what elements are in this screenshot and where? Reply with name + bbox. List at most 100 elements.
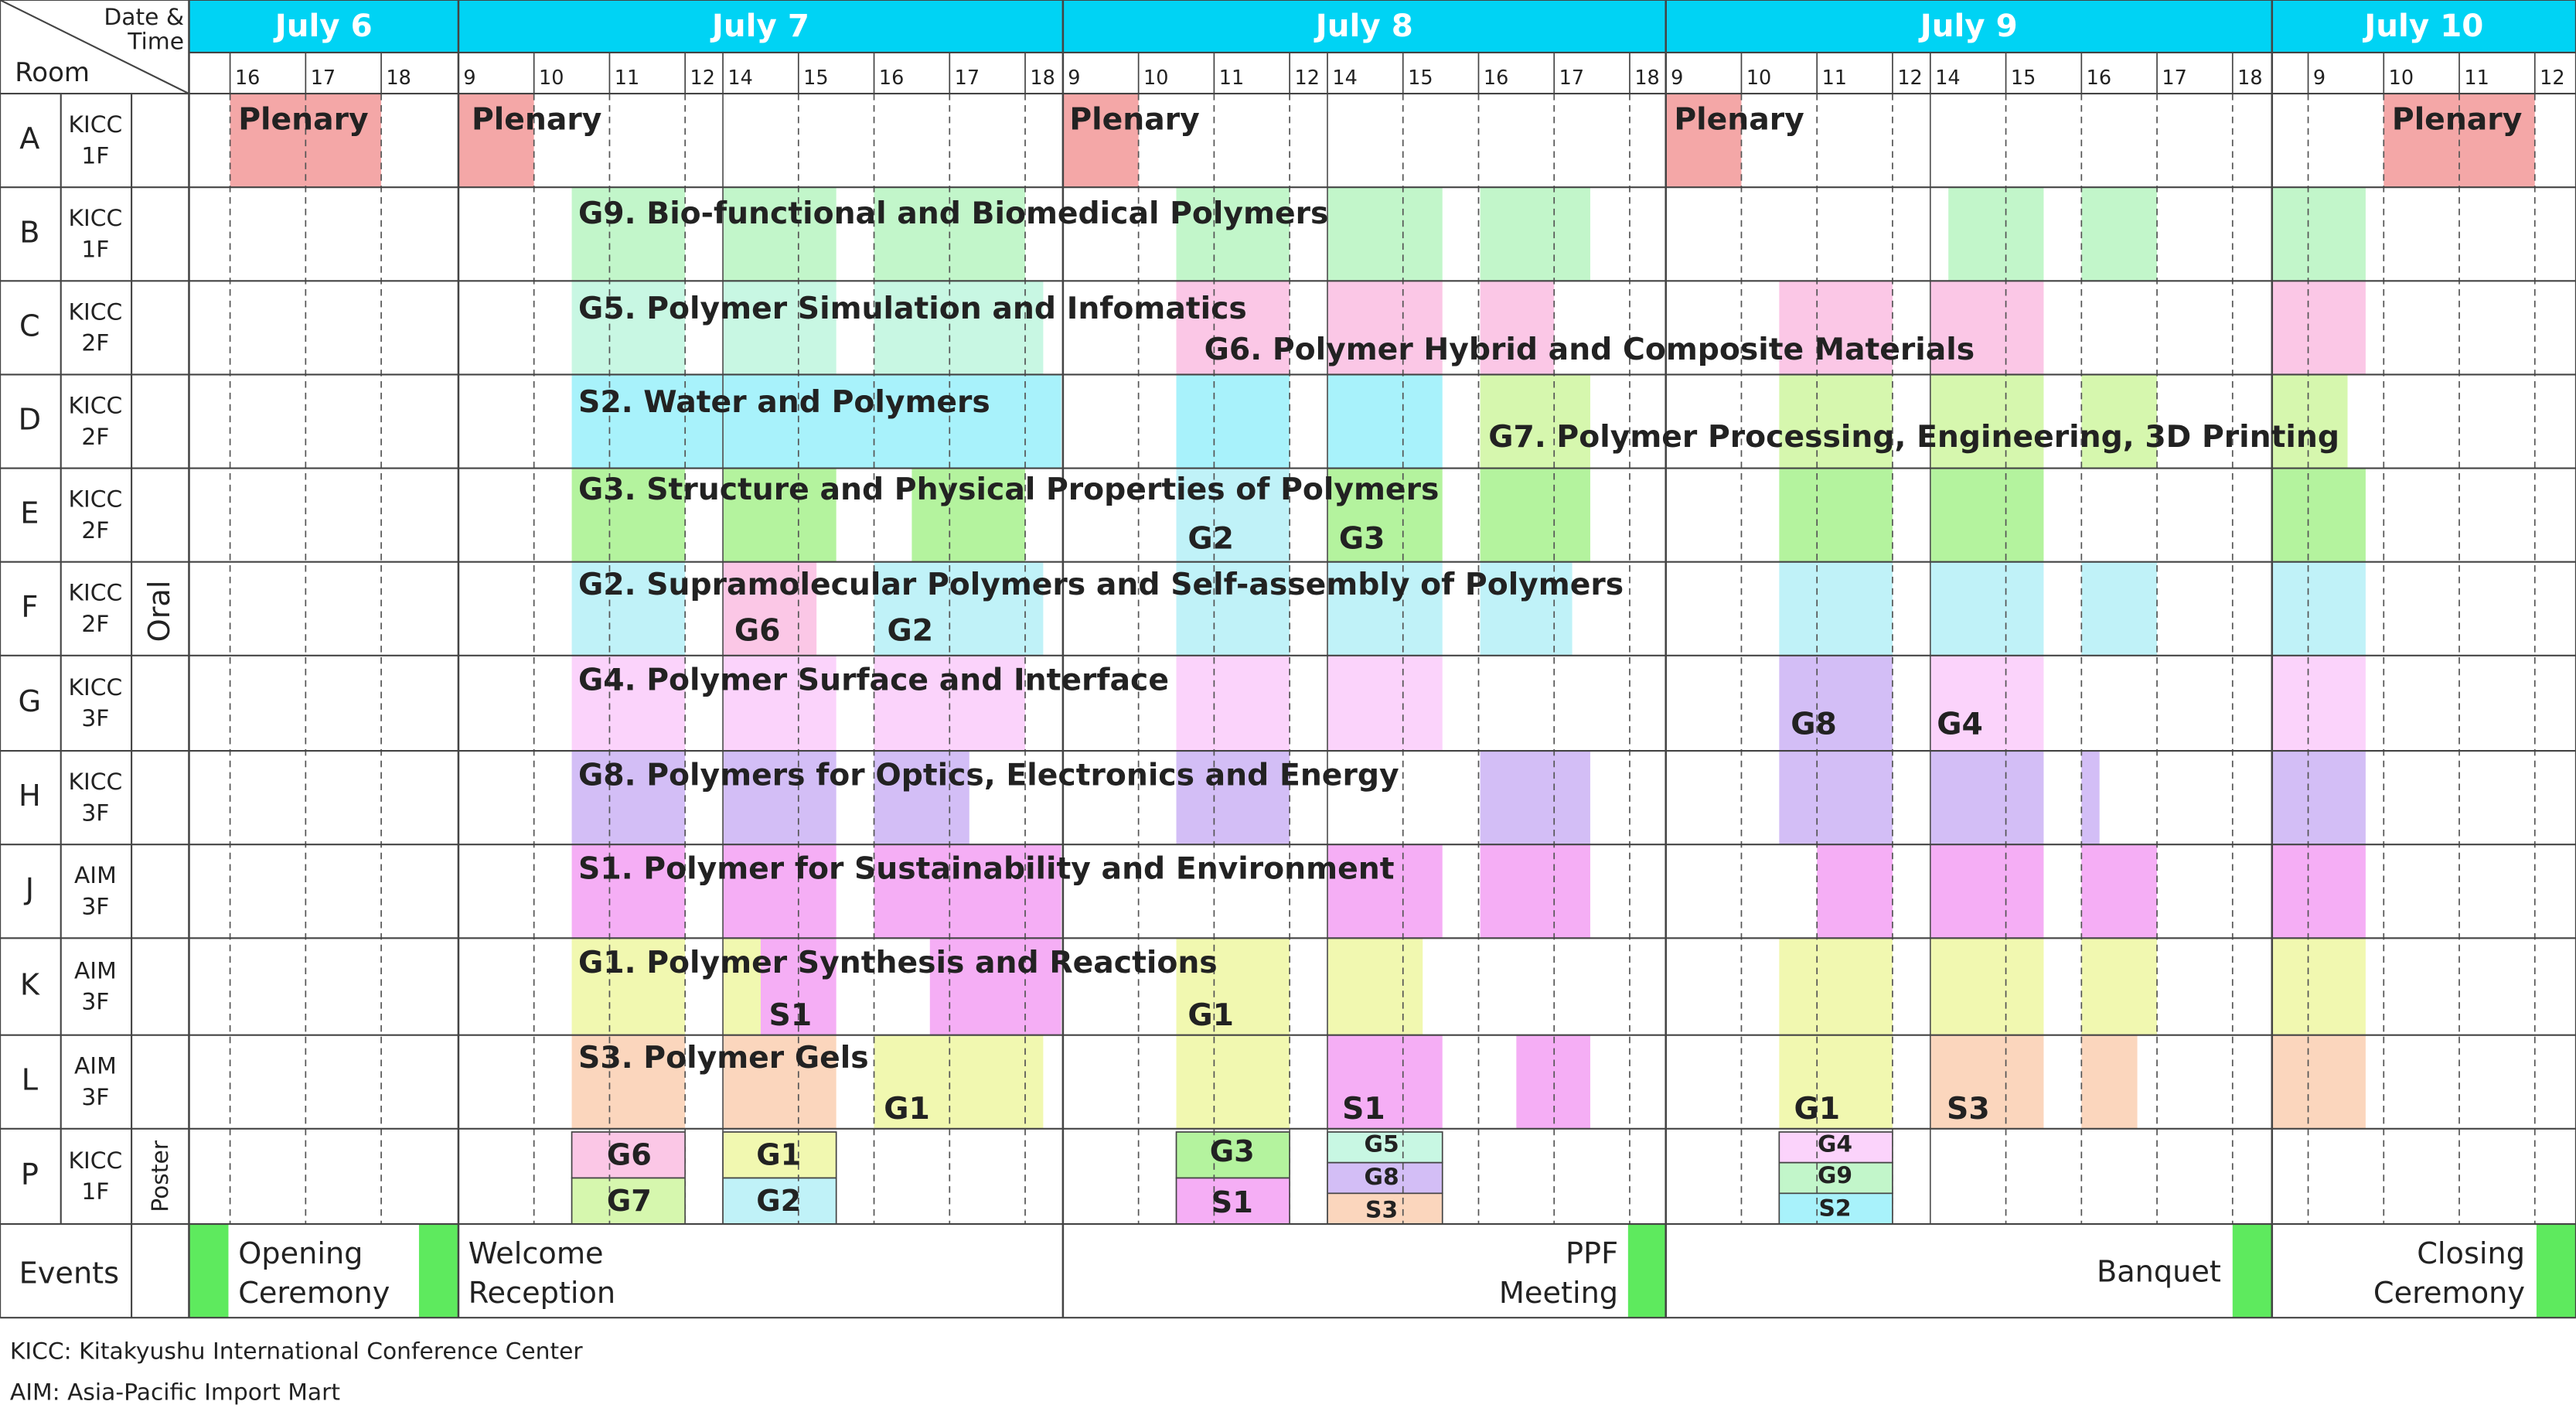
- room-venue: 2F: [81, 611, 109, 638]
- oral-label: Oral: [143, 581, 177, 643]
- hour-label: 11: [2464, 66, 2489, 90]
- room-venue: 1F: [81, 142, 109, 169]
- event-name: Ceremony: [2373, 1277, 2525, 1311]
- session-block: [1930, 374, 2044, 469]
- poster-block: [571, 1131, 687, 1179]
- day-label: July 8: [1314, 8, 1413, 44]
- session-label: G9: [1818, 1162, 1852, 1189]
- session-block: [2271, 374, 2348, 469]
- session-block: [1480, 374, 1590, 469]
- hour-label: 16: [2087, 66, 2111, 90]
- room-venue: 3F: [81, 893, 109, 920]
- room-venue: AIM: [74, 957, 117, 984]
- event-marker: [418, 1224, 458, 1318]
- session-block: [1327, 844, 1443, 939]
- session-block: [1779, 655, 1893, 752]
- hour-label: 12: [690, 66, 715, 90]
- event-name: Banquet: [2097, 1255, 2221, 1289]
- session-label: Plenary: [238, 103, 368, 138]
- event-marker: [1627, 1224, 1666, 1318]
- room-venue: KICC: [68, 205, 122, 232]
- hour-label: 16: [235, 66, 260, 90]
- hour-label: 10: [1143, 66, 1168, 90]
- day-label: July 9: [1918, 8, 2018, 44]
- session-label: G6. Polymer Hybrid and Composite Materia…: [1205, 332, 1975, 367]
- room-venue: 3F: [81, 989, 109, 1016]
- session-label: S1. Polymer for Sustainability and Envir…: [578, 852, 1394, 887]
- session-label: G7. Polymer Processing, Engineering, 3D …: [1488, 420, 2339, 455]
- session-block: [1779, 1035, 1893, 1129]
- session-block: [571, 1035, 686, 1129]
- room-id: C: [19, 309, 40, 343]
- session-label: G8. Polymers for Optics, Electronics and…: [578, 759, 1399, 793]
- session-block: [571, 187, 686, 281]
- footnote: AIM: Asia-Pacific Import Mart: [10, 1379, 340, 1406]
- session-block: [2271, 561, 2366, 656]
- room-id: H: [19, 779, 41, 813]
- session-block: [1480, 281, 1555, 375]
- hour-label: 9: [1671, 66, 1683, 90]
- session-block: [2271, 187, 2366, 281]
- session-block: [2271, 1035, 2366, 1129]
- session-block: [571, 751, 686, 845]
- session-block: [723, 938, 761, 1035]
- session-block: [2271, 844, 2366, 939]
- session-label: Plenary: [1674, 103, 1804, 138]
- hour-label: 16: [1484, 66, 1508, 90]
- room-venue: 2F: [81, 424, 109, 451]
- room-id: E: [20, 497, 39, 531]
- session-label: G1: [756, 1138, 801, 1172]
- room-id: K: [20, 968, 40, 1002]
- session-block: [1930, 281, 2044, 375]
- hour-label: 9: [2313, 66, 2326, 90]
- session-label: G1. Polymer Synthesis and Reactions: [578, 946, 1218, 980]
- hour-label: 15: [2011, 66, 2036, 90]
- session-block: [2081, 561, 2158, 656]
- hour-label: 14: [1935, 66, 1960, 90]
- session-block: [723, 844, 837, 939]
- session-block: [1930, 561, 2044, 656]
- event-name: Welcome: [469, 1237, 604, 1271]
- corner-date-time: Date &: [104, 4, 184, 31]
- room-venue: KICC: [68, 392, 122, 419]
- session-block: [1062, 94, 1139, 188]
- event-name: Meeting: [1499, 1277, 1618, 1311]
- session-block: [723, 655, 837, 752]
- session-block: [1176, 655, 1290, 752]
- session-block: [1327, 561, 1443, 656]
- session-block: [458, 94, 534, 188]
- session-label: G2. Supramolecular Polymers and Self-ass…: [578, 568, 1624, 602]
- room-id: A: [19, 122, 39, 156]
- event-marker: [189, 1224, 229, 1318]
- session-block: [1176, 187, 1290, 281]
- session-block: [1930, 751, 2044, 845]
- session-block: [1176, 1035, 1290, 1129]
- hour-label: 12: [1294, 66, 1319, 90]
- room-venue: 3F: [81, 799, 109, 827]
- session-block: [1480, 187, 1590, 281]
- room-venue: KICC: [68, 580, 122, 607]
- hour-label: 11: [615, 66, 639, 90]
- corner-room: Room: [15, 57, 90, 88]
- session-block: [1327, 938, 1423, 1035]
- event-name: Ceremony: [238, 1277, 390, 1311]
- poster-block: [1175, 1177, 1290, 1225]
- session-label: G1: [1794, 1092, 1840, 1127]
- hour-label: 10: [1746, 66, 1771, 90]
- room-venue: AIM: [74, 862, 117, 889]
- session-block: [1176, 468, 1290, 562]
- session-block: [1779, 374, 1893, 469]
- room-venue: KICC: [68, 111, 122, 138]
- day-label: July 6: [273, 8, 373, 44]
- room-venue: KICC: [68, 674, 122, 701]
- hour-label: 14: [1332, 66, 1357, 90]
- room-venue: KICC: [68, 1147, 122, 1174]
- event-name: Reception: [469, 1277, 615, 1311]
- session-label: S1: [1211, 1186, 1253, 1220]
- hour-label: 17: [1559, 66, 1584, 90]
- hour-label: 18: [1030, 66, 1055, 90]
- session-label: S2. Water and Polymers: [578, 385, 990, 420]
- room-id: P: [21, 1158, 39, 1192]
- session-block: [874, 751, 969, 845]
- session-block: [2081, 751, 2100, 845]
